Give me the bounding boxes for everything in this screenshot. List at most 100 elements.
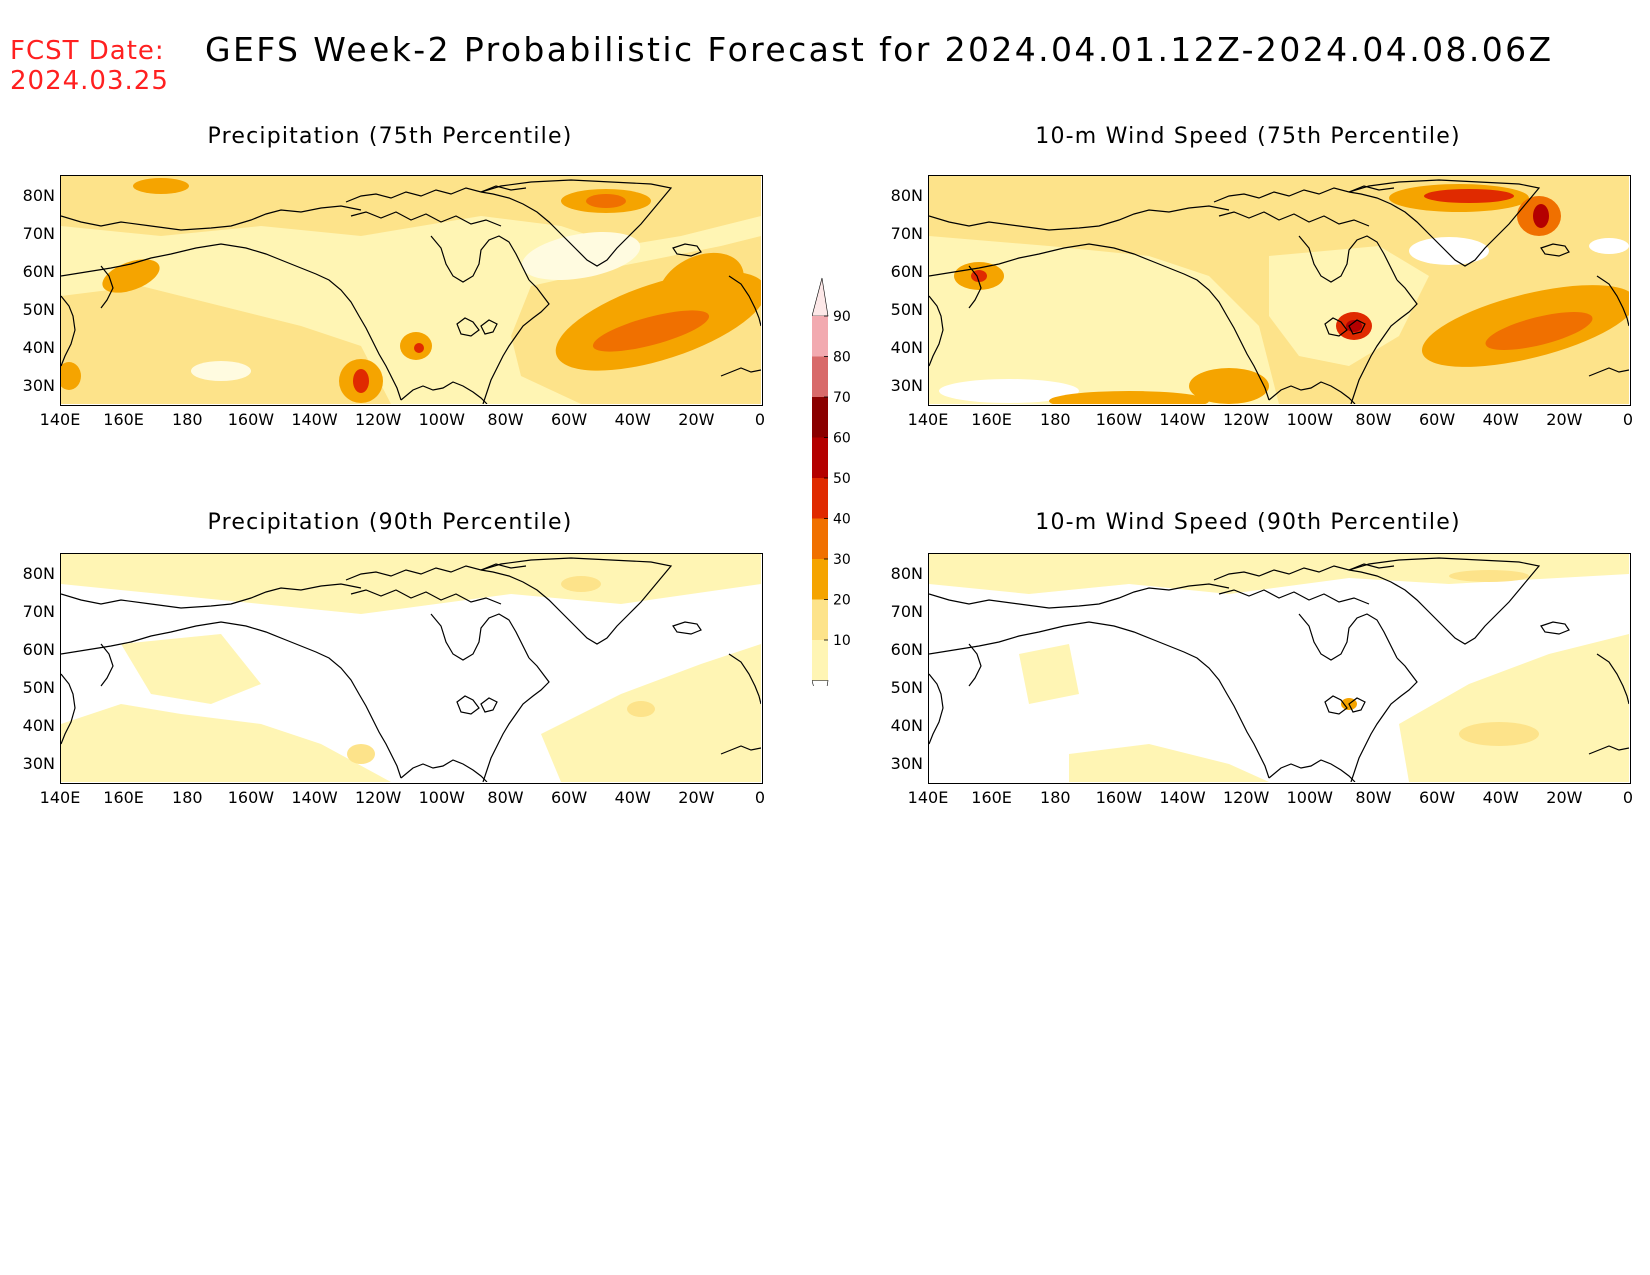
- lon-tick-label: 0: [1622, 410, 1634, 429]
- coastline: [1540, 243, 1570, 257]
- colorbar-segment: [812, 316, 828, 357]
- lat-tick-label: 50N: [890, 678, 923, 697]
- shade-50-60: [414, 343, 424, 353]
- shade-50-60: [1424, 189, 1514, 203]
- shade-40-50: [1485, 311, 1593, 351]
- colorbar-tick-label: 30: [833, 552, 851, 568]
- lat-tick-label: 40N: [22, 716, 55, 735]
- coastline: [1324, 317, 1348, 337]
- colorbar-tick-label: 80: [833, 350, 851, 366]
- lat-tick-label: 40N: [890, 716, 923, 735]
- lon-tick-label: 60W: [1419, 410, 1456, 429]
- coastline: [929, 583, 1230, 609]
- coastline: [61, 583, 362, 609]
- coastline: [1348, 319, 1366, 335]
- lat-tick-label: 40N: [890, 338, 923, 357]
- lat-tick-label: 40N: [22, 338, 55, 357]
- coastline: [480, 697, 498, 713]
- shade-10-20: [929, 554, 1629, 594]
- lon-tick-label: 40W: [614, 410, 651, 429]
- lon-tick-label: 100W: [418, 788, 465, 807]
- coastline: [456, 695, 480, 715]
- lon-tick-label: 160E: [103, 410, 144, 429]
- lat-tick-label: 30N: [22, 376, 55, 395]
- lon-tick-label: 140W: [1159, 788, 1206, 807]
- lon-tick-label: 60W: [1419, 788, 1456, 807]
- lat-tick-label: 80N: [890, 186, 923, 205]
- forecast-date-block: FCST Date: 2024.03.25: [10, 36, 169, 96]
- lon-tick-label: 40W: [1482, 410, 1519, 429]
- coastline: [720, 367, 761, 377]
- coastline: [100, 265, 114, 309]
- coastline: [728, 275, 761, 327]
- lon-tick-label: 60W: [551, 788, 588, 807]
- shade-40-50: [586, 194, 626, 208]
- colorbar-legend: 90 80 70 60 50 40 30 20 10: [811, 276, 882, 719]
- lon-tick-label: 20W: [1546, 788, 1583, 807]
- shade-20-30: [1449, 570, 1529, 582]
- colorbar-tick-label: 50: [833, 471, 851, 487]
- lon-tick-label: 160E: [971, 410, 1012, 429]
- shade-30-40: [1049, 391, 1209, 404]
- coastline: [61, 295, 76, 367]
- map-panel-wind-90: [928, 553, 1631, 784]
- shade-10-20: [1069, 744, 1269, 782]
- colorbar-segment: [812, 599, 828, 640]
- lat-tick-label: 80N: [890, 564, 923, 583]
- lat-tick-label: 30N: [890, 376, 923, 395]
- lon-tick-label: 120W: [1223, 788, 1270, 807]
- shade-10-20: [61, 704, 391, 782]
- coastline: [1348, 697, 1366, 713]
- shade-20-30: [347, 744, 375, 764]
- coastline: [1588, 367, 1629, 377]
- coastline: [929, 205, 1230, 231]
- coastline: [1218, 589, 1370, 605]
- lon-tick-label: 160E: [103, 788, 144, 807]
- colorbar-segment: [812, 478, 828, 519]
- lon-tick-label: 80W: [487, 788, 524, 807]
- coastline: [482, 279, 550, 404]
- shade-30-40: [1189, 368, 1269, 404]
- shade-30-40: [102, 259, 160, 293]
- shade-10-20: [1269, 246, 1429, 366]
- lon-tick-label: 0: [1622, 788, 1634, 807]
- lon-tick-label: 100W: [1286, 788, 1333, 807]
- page-title: GEFS Week-2 Probabilistic Forecast for 2…: [205, 30, 1554, 69]
- lat-tick-label: 50N: [22, 300, 55, 319]
- lon-tick-label: 120W: [1223, 410, 1270, 429]
- coastline: [929, 295, 944, 367]
- map-panel-precip-90: [60, 553, 763, 784]
- forecast-date-label: FCST Date:: [10, 36, 165, 66]
- coastline: [929, 243, 1270, 401]
- lat-tick-label: 70N: [22, 602, 55, 621]
- coastline: [728, 653, 761, 705]
- panel-title-wind-90: 10-m Wind Speed (90th Percentile): [1035, 510, 1461, 535]
- lon-tick-label: 0: [754, 788, 766, 807]
- lon-tick-label: 140E: [39, 788, 81, 807]
- lon-tick-label: 160W: [227, 410, 275, 429]
- coastline: [400, 759, 488, 782]
- coastline: [1213, 563, 1395, 581]
- lon-tick-label: 180: [172, 410, 203, 429]
- lon-tick-label: 80W: [1355, 410, 1392, 429]
- lon-tick-label: 140W: [1159, 410, 1206, 429]
- lat-tick-label: 80N: [22, 186, 55, 205]
- lon-tick-label: 160W: [1095, 788, 1143, 807]
- coastline: [1350, 657, 1418, 782]
- colorbar-segment: [812, 518, 828, 559]
- lat-tick-label: 70N: [22, 224, 55, 243]
- lon-tick-label: 20W: [678, 410, 715, 429]
- shade-30-40: [133, 178, 189, 194]
- shade-below-10: [1409, 237, 1489, 265]
- forecast-date-value: 2024.03.25: [10, 66, 169, 96]
- lon-tick-label: 140E: [907, 788, 949, 807]
- shade-20-30: [561, 576, 601, 592]
- coastline: [61, 673, 76, 745]
- lon-tick-label: 140E: [39, 410, 81, 429]
- shade-below-10: [521, 231, 641, 281]
- lat-tick-label: 30N: [890, 754, 923, 773]
- colorbar-tick-label: 10: [833, 633, 851, 649]
- lon-tick-label: 100W: [1286, 410, 1333, 429]
- coastline: [350, 211, 502, 227]
- coastline: [1348, 557, 1541, 645]
